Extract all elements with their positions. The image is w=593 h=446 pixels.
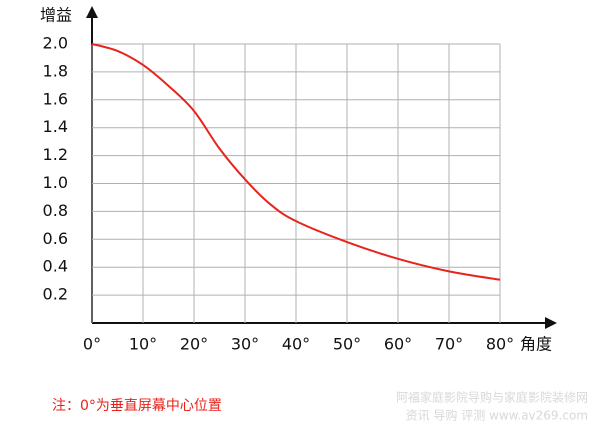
x-tick-label: 40° xyxy=(282,335,310,354)
watermark: 阿福家庭影院导购与家庭影院装修网 xyxy=(396,390,588,405)
x-tick-label: 60° xyxy=(384,335,412,354)
y-arrow xyxy=(86,6,98,18)
y-tick-label: 1.0 xyxy=(43,173,68,192)
x-tick-label: 30° xyxy=(231,335,259,354)
y-tick-label: 0.4 xyxy=(43,257,68,276)
y-tick-label: 2.0 xyxy=(43,34,68,53)
x-tick-label: 20° xyxy=(180,335,208,354)
x-tick-label: 80° xyxy=(486,335,514,354)
x-tick-label: 10° xyxy=(129,335,157,354)
y-tick-label: 1.8 xyxy=(43,61,68,80)
line xyxy=(91,43,501,281)
x-axis-label: 角度 xyxy=(520,335,552,354)
y-axis-label: 增益 xyxy=(40,6,72,25)
watermark: 资讯 导购 评测 www.av269.com xyxy=(406,408,588,423)
x-tick-label: 50° xyxy=(333,335,361,354)
y-tick-label: 1.4 xyxy=(43,117,68,136)
y-tick-label: 0.8 xyxy=(43,201,68,220)
y-tick-label: 1.2 xyxy=(43,145,68,164)
y-tick-label: 1.6 xyxy=(43,89,68,108)
x-tick-label: 0° xyxy=(83,335,101,354)
note: 注：0°为垂直屏幕中心位置 xyxy=(52,397,222,414)
y-tick-label: 0.6 xyxy=(43,229,68,248)
x-arrow xyxy=(545,317,557,329)
y-tick-label: 0.2 xyxy=(43,285,68,304)
x-tick-label: 70° xyxy=(435,335,463,354)
